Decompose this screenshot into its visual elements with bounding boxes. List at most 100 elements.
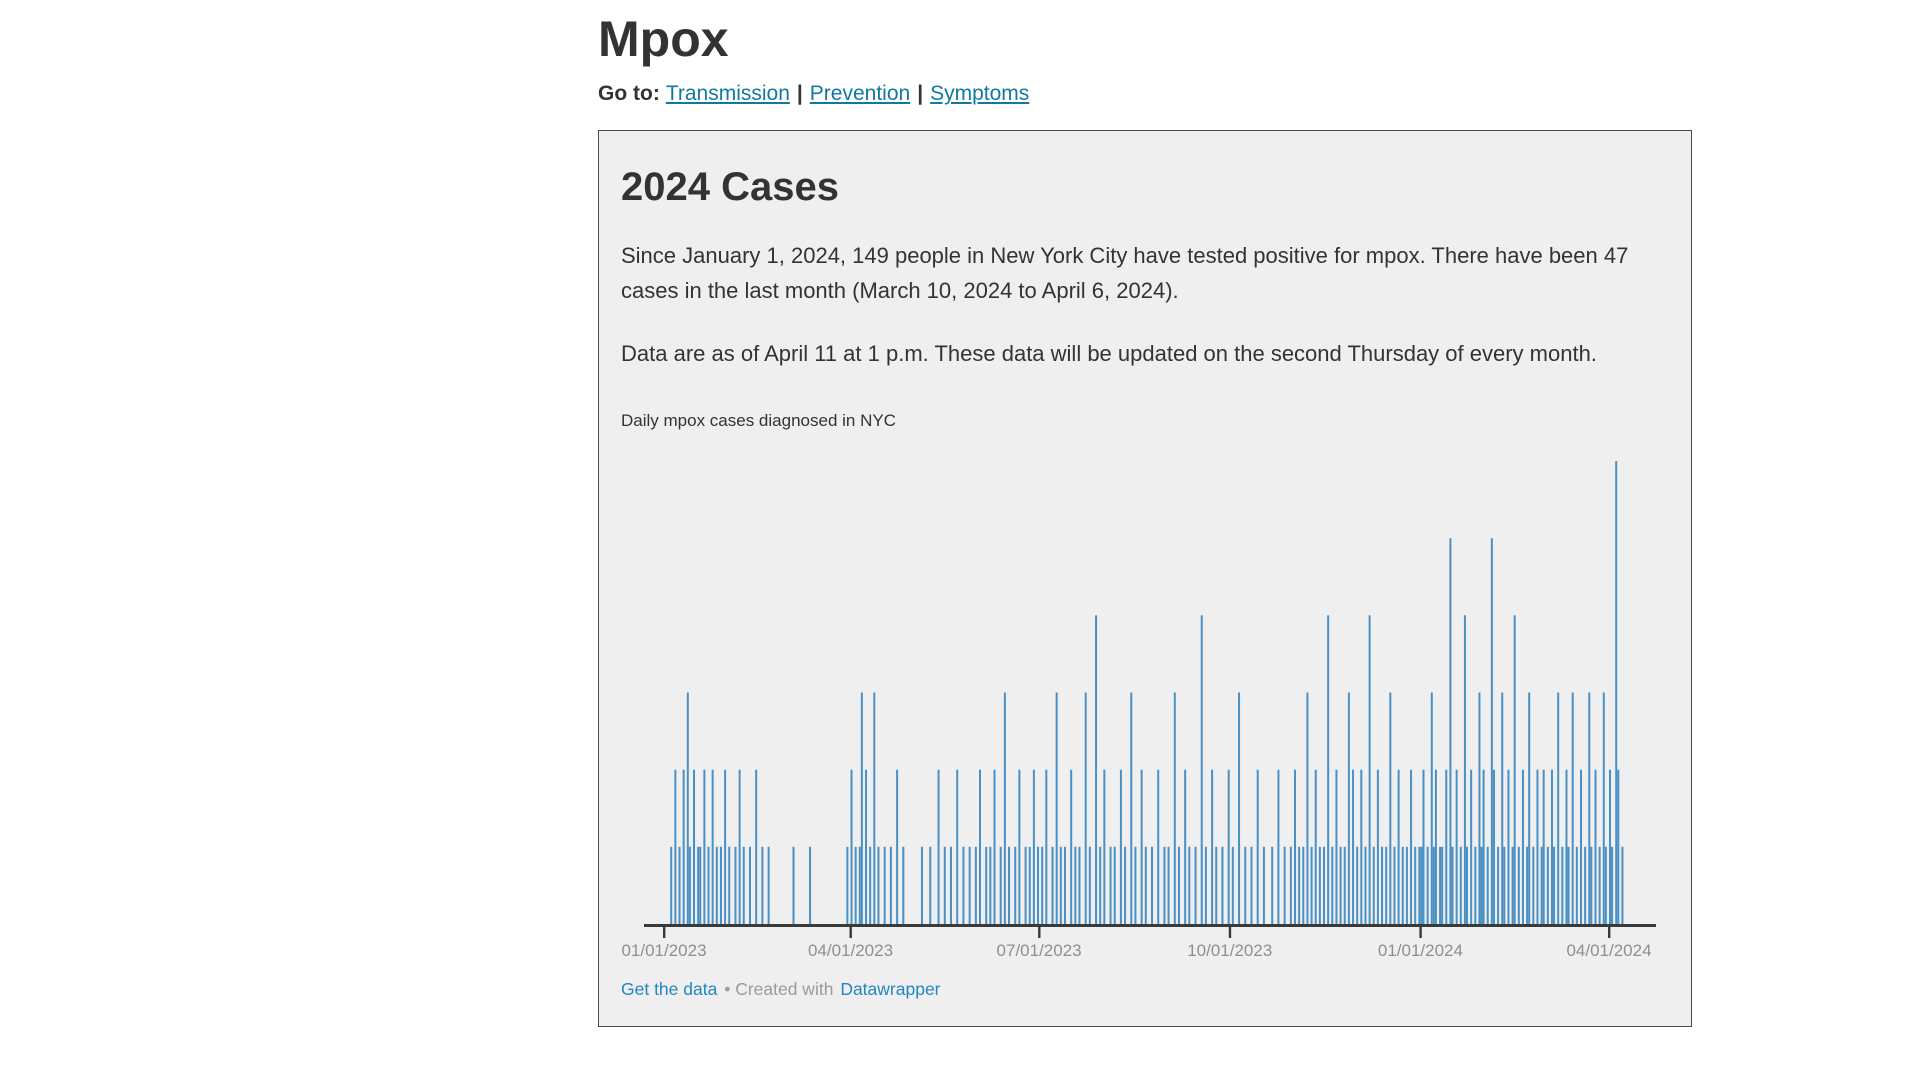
bar [1055, 692, 1058, 924]
x-axis-label: 01/01/2023 [621, 941, 707, 960]
bar [1298, 846, 1301, 924]
bar [724, 769, 727, 924]
bar [974, 846, 977, 924]
bar [873, 692, 876, 924]
bar [1194, 846, 1197, 924]
bar [1339, 846, 1342, 924]
datawrapper-link[interactable]: Datawrapper [840, 979, 941, 999]
x-axis-tick [1608, 927, 1611, 938]
bar [1621, 846, 1624, 924]
bar [985, 846, 988, 924]
bar [1188, 846, 1191, 924]
bar [699, 846, 702, 924]
bar [943, 846, 946, 924]
bar [1532, 846, 1535, 924]
x-axis-line [644, 924, 1656, 927]
bar [949, 846, 952, 924]
bar [1501, 692, 1504, 924]
bar [1302, 846, 1305, 924]
bar [858, 846, 861, 924]
bar [1565, 769, 1568, 924]
bar [1084, 692, 1087, 924]
bar [902, 846, 905, 924]
bar [1099, 846, 1102, 924]
bar [1401, 846, 1404, 924]
bar [1134, 846, 1137, 924]
bar [1063, 846, 1066, 924]
bar [1389, 692, 1392, 924]
bar [1588, 692, 1591, 924]
goto-link-transmission[interactable]: Transmission [665, 82, 790, 105]
bar [1376, 769, 1379, 924]
bar [738, 769, 741, 924]
bar [1381, 846, 1384, 924]
bar [1124, 846, 1127, 924]
bar [682, 769, 685, 924]
bar [989, 846, 992, 924]
bar [1557, 692, 1560, 924]
bar [1130, 692, 1133, 924]
bar [1575, 846, 1578, 924]
bar [877, 846, 880, 924]
x-axis-label: 01/01/2024 [1377, 941, 1463, 960]
bar [962, 846, 965, 924]
goto-link-prevention[interactable]: Prevention [809, 82, 911, 105]
bar [1410, 769, 1413, 924]
bar [1095, 615, 1098, 924]
bar [809, 846, 812, 924]
nav-separator: | [796, 82, 803, 105]
bar [1511, 846, 1514, 924]
x-axis-label: 07/01/2023 [996, 941, 1082, 960]
x-axis-tick [1419, 927, 1422, 938]
get-the-data-link[interactable]: Get the data [621, 979, 718, 999]
bar [1540, 846, 1543, 924]
goto-label: Go to: [598, 82, 660, 105]
bar [707, 846, 710, 924]
bar [1422, 769, 1425, 924]
bar [1414, 846, 1417, 924]
bar [1008, 846, 1011, 924]
bar [1397, 769, 1400, 924]
bar [697, 846, 700, 924]
bar [1360, 769, 1363, 924]
bar [937, 769, 940, 924]
bar [920, 846, 923, 924]
x-axis-label: 10/01/2023 [1187, 941, 1273, 960]
bar [1372, 846, 1375, 924]
bar [1250, 846, 1253, 924]
bar [1051, 846, 1054, 924]
bar [968, 846, 971, 924]
bar [1617, 769, 1620, 924]
bar [993, 769, 996, 924]
bar [1215, 846, 1218, 924]
bar [719, 846, 722, 924]
bar [1536, 769, 1539, 924]
x-axis-tick [849, 927, 852, 938]
bar [1550, 769, 1553, 924]
bar [1231, 846, 1234, 924]
bar [1546, 846, 1549, 924]
bar [742, 846, 745, 924]
bar [1449, 538, 1452, 924]
bar [850, 769, 853, 924]
panel-heading: 2024 Cases [621, 165, 839, 209]
x-axis-label: 04/01/2024 [1566, 941, 1652, 960]
bar [1598, 846, 1601, 924]
bar [1306, 692, 1309, 924]
bar [1204, 846, 1207, 924]
bar [1318, 846, 1321, 924]
bar [1294, 769, 1296, 924]
chart-area: 01/01/2023 04/01/2023 07/01/2023 10/01/2023… [621, 461, 1656, 967]
bar [1480, 846, 1483, 924]
bar [1244, 846, 1247, 924]
goto-link-symptoms[interactable]: Symptoms [930, 82, 1030, 105]
bar [728, 846, 731, 924]
cases-bar-chart [644, 461, 1656, 938]
bar [1470, 769, 1473, 924]
bar [715, 846, 718, 924]
bar [711, 769, 714, 924]
bar [1567, 846, 1570, 924]
bar [1335, 769, 1338, 924]
bar [1463, 615, 1466, 924]
bar [1045, 769, 1048, 924]
